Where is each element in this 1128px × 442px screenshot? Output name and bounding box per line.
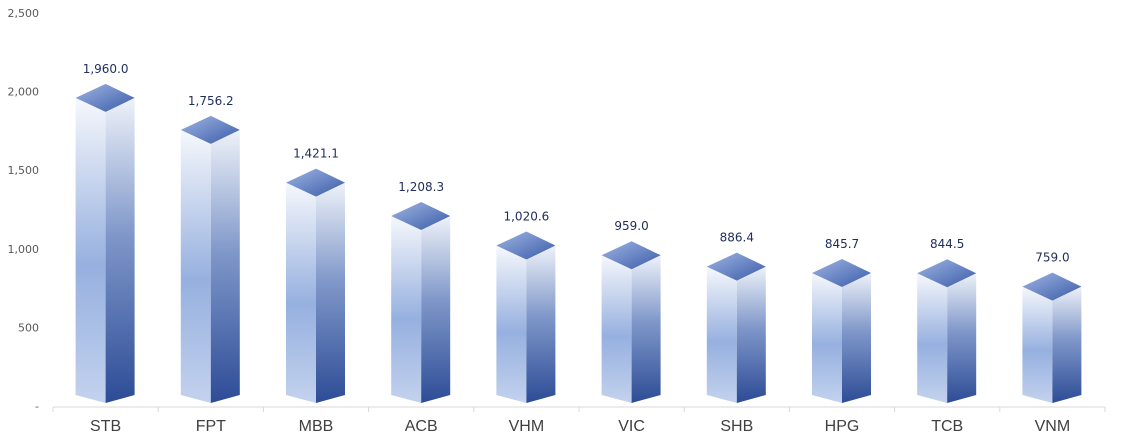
y-tick-label: 500	[18, 321, 39, 334]
x-tick-label: FPT	[196, 418, 226, 435]
data-label: 1,421.1	[293, 147, 339, 161]
bar-front-face	[286, 182, 316, 403]
x-tick-label: HPG	[825, 418, 860, 435]
bar-vhm	[496, 231, 556, 403]
bar-tcb	[917, 259, 977, 403]
bar-shb	[706, 252, 766, 403]
y-tick-label: 1,000	[8, 243, 40, 256]
bar-side-face	[316, 182, 345, 403]
bar-acb	[391, 202, 451, 403]
bar-top-face	[812, 259, 871, 288]
bar-front-face	[391, 216, 422, 403]
bar-front-face	[180, 129, 211, 403]
bar-front-face	[1022, 286, 1053, 403]
bar-side-face	[210, 129, 240, 403]
x-tick-label: MBB	[299, 418, 334, 435]
bar-fpt	[180, 115, 240, 403]
y-tick-label: 2,500	[8, 7, 40, 20]
data-label: 845.7	[825, 237, 859, 251]
data-label: 886.4	[720, 231, 754, 245]
x-tick-label: VNM	[1035, 418, 1071, 435]
bar-side-face	[631, 255, 661, 403]
x-tick-label: STB	[90, 418, 121, 435]
data-label: 959.0	[614, 219, 648, 233]
bar-vnm	[1022, 272, 1082, 403]
bar-side-face	[526, 245, 556, 403]
x-tick-label: VIC	[618, 418, 645, 435]
y-axis: - 500 1,000 1,500 2,000 2,500	[8, 7, 40, 413]
bar-top-face	[706, 252, 766, 281]
data-label: 1,756.2	[188, 94, 234, 108]
bar-series	[75, 83, 1082, 403]
data-label: 844.5	[930, 237, 964, 251]
data-label: 759.0	[1035, 251, 1069, 265]
bar-hpg	[812, 259, 871, 403]
bar-side-face	[421, 216, 451, 403]
bar-top-face	[286, 168, 345, 197]
bar-side-face	[947, 273, 977, 403]
x-tick-label: TCB	[931, 418, 963, 435]
bar-mbb	[286, 168, 345, 403]
bar-top-face	[1022, 272, 1082, 301]
bar-top-face	[391, 202, 451, 231]
bar-front-face	[496, 245, 527, 403]
bar-top-face	[180, 115, 240, 144]
bar-front-face	[75, 97, 106, 403]
data-label: 1,960.0	[83, 62, 129, 76]
data-labels: 1,960.0 1,756.2 1,421.1 1,208.3 1,020.6 959.0…	[83, 62, 1070, 265]
y-tick-label: 2,000	[8, 86, 40, 99]
data-label: 1,020.6	[503, 210, 549, 224]
y-tick-label: -	[35, 400, 39, 413]
bar-top-face	[601, 241, 661, 270]
bar-front-face	[917, 273, 948, 403]
x-tick-label: SHB	[720, 418, 753, 435]
bar-front-face	[812, 273, 842, 403]
bar-top-face	[496, 231, 556, 260]
data-label: 1,208.3	[398, 180, 444, 194]
bar-side-face	[736, 266, 766, 403]
bar-side-face	[1052, 286, 1082, 403]
y-tick-label: 1,500	[8, 164, 40, 177]
bar-side-face	[842, 273, 871, 403]
bar-stb	[75, 83, 135, 403]
bar-top-face	[75, 83, 135, 112]
bar-top-face	[917, 259, 977, 288]
bar-side-face	[105, 97, 135, 403]
x-tick-label: ACB	[405, 418, 438, 435]
bar-front-face	[601, 255, 632, 403]
bar-front-face	[706, 266, 737, 403]
x-tick-label: VHM	[509, 418, 545, 435]
bar-vic	[601, 241, 661, 403]
x-axis: STB FPT MBB ACB VHM VIC SHB HPG TCB VNM	[52, 406, 1106, 435]
